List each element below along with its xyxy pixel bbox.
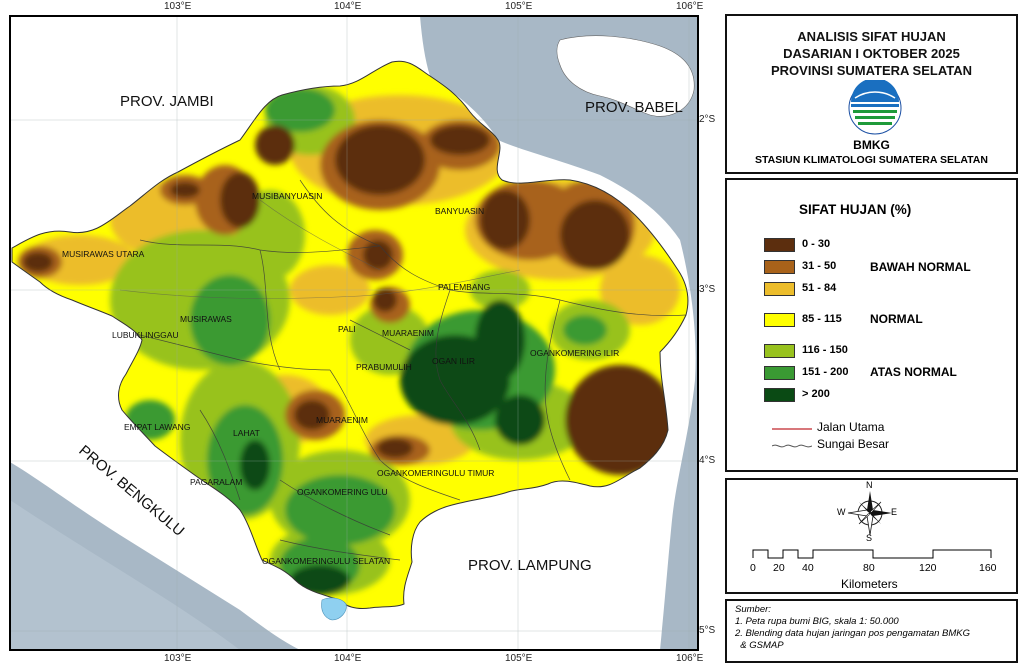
legend-label-51-84: 51 - 84 xyxy=(802,282,837,294)
district-label: LAHAT xyxy=(233,428,260,438)
district-label: OGAN ILIR xyxy=(432,356,475,366)
lon-tick-104-bottom: 104°E xyxy=(334,653,362,664)
legend-swatch-over-200 xyxy=(764,388,795,402)
district-label: MUSIBANYUASIN xyxy=(252,191,322,201)
district-label: EMPAT LAWANG xyxy=(124,422,190,432)
title-panel: ANALISIS SIFAT HUJAN DASARIAN I OKTOBER … xyxy=(725,14,1018,174)
legend-road-label: Jalan Utama xyxy=(817,420,885,434)
scale-tick-120: 120 xyxy=(919,562,937,574)
district-label: MUARAENIM xyxy=(382,328,434,338)
legend-label-31-50: 31 - 50 xyxy=(802,260,837,272)
legend-group-normal: NORMAL xyxy=(870,312,923,326)
district-label: MUARAENIM xyxy=(316,415,368,425)
district-label: LUBUKLINGGAU xyxy=(112,330,179,340)
district-label: OGANKOMERINGULU SELATAN xyxy=(262,556,390,566)
road-line-symbol xyxy=(772,428,812,430)
legend-swatch-0-30 xyxy=(764,238,795,252)
lon-tick-103-top: 103°E xyxy=(164,1,192,12)
label-prov-jambi: PROV. JAMBI xyxy=(120,93,214,110)
bmkg-logo xyxy=(847,78,903,136)
station-name: STASIUN KLIMATOLOGI SUMATERA SELATAN xyxy=(755,154,988,166)
legend-label-116-150: 116 - 150 xyxy=(802,344,848,356)
lat-tick-2: 2°S xyxy=(699,114,716,125)
rainfall-map: PROV. JAMBI PROV. BABEL PROV. LAMPUNG PR… xyxy=(9,15,699,651)
district-label: PALEMBANG xyxy=(438,282,490,292)
lon-tick-104-top: 104°E xyxy=(334,1,362,12)
legend-panel: SIFAT HUJAN (%) 0 - 30 31 - 50 51 - 84 B… xyxy=(725,178,1018,472)
compass-icon xyxy=(847,491,892,536)
compass-s: S xyxy=(866,533,873,543)
map-title-line2: DASARIAN I OKTOBER 2025 xyxy=(783,46,960,61)
legend-label-85-115: 85 - 115 xyxy=(802,313,842,325)
lon-tick-106-top: 106°E xyxy=(676,1,704,12)
district-label: PALI xyxy=(338,324,356,334)
scale-tick-80: 80 xyxy=(863,562,875,574)
source-line-1: 1. Peta rupa bumi BIG, skala 1: 50.000 xyxy=(735,616,899,627)
bmkg-logo-text: BMKG xyxy=(853,138,890,152)
scale-panel: N S W E 0 20 40 80 120 160 Kilometers xyxy=(725,478,1018,594)
lat-tick-4: 4°S xyxy=(699,455,716,466)
district-label: OGANKOMERING ULU xyxy=(297,487,388,497)
legend-label-over-200: > 200 xyxy=(802,388,830,400)
legend-swatch-116-150 xyxy=(764,344,795,358)
map-title-line1: ANALISIS SIFAT HUJAN xyxy=(797,29,946,44)
compass-n: N xyxy=(866,480,873,490)
district-label: PRABUMULIH xyxy=(356,362,412,372)
legend-label-151-200: 151 - 200 xyxy=(802,366,849,378)
legend-group-above-normal: ATAS NORMAL xyxy=(870,365,957,379)
district-label: OGANKOMERINGULU TIMUR xyxy=(377,468,494,478)
compass-e: E xyxy=(891,507,898,517)
lat-tick-5: 5°S xyxy=(699,625,716,636)
legend-group-below-normal: BAWAH NORMAL xyxy=(870,260,971,274)
legend-swatch-31-50 xyxy=(764,260,795,274)
legend-label-0-30: 0 - 30 xyxy=(802,238,831,250)
bmkg-logo-icon xyxy=(848,78,902,135)
lon-tick-105-top: 105°E xyxy=(505,1,533,12)
scale-unit: Kilometers xyxy=(841,577,898,591)
legend-river-label: Sungai Besar xyxy=(817,437,890,451)
district-label: MUSIRAWAS xyxy=(180,314,232,324)
legend-swatch-51-84 xyxy=(764,282,795,296)
scale-tick-40: 40 xyxy=(802,562,814,574)
lon-tick-103-bottom: 103°E xyxy=(164,653,192,664)
lon-tick-106-bottom: 106°E xyxy=(676,653,704,664)
map-area: 103°E 104°E 105°E 106°E 103°E 104°E 105°… xyxy=(9,1,716,664)
district-label: PAGARALAM xyxy=(190,477,242,487)
scale-tick-160: 160 xyxy=(979,562,997,574)
label-prov-lampung: PROV. LAMPUNG xyxy=(468,557,592,574)
scale-tick-0: 0 xyxy=(750,562,756,574)
source-heading: Sumber: xyxy=(735,604,771,615)
district-label: OGANKOMERING ILIR xyxy=(530,348,619,358)
scale-bar xyxy=(752,549,992,559)
river-line-symbol xyxy=(772,444,812,448)
scale-tick-20: 20 xyxy=(773,562,785,574)
district-label: MUSIRAWAS UTARA xyxy=(62,249,145,259)
label-prov-babel: PROV. BABEL xyxy=(585,99,683,116)
source-line-2: 2. Blending data hujan jaringan pos peng… xyxy=(735,628,971,639)
legend-swatch-151-200 xyxy=(764,366,795,380)
legend-swatch-85-115 xyxy=(764,313,795,327)
source-panel: Sumber: 1. Peta rupa bumi BIG, skala 1: … xyxy=(725,599,1018,663)
compass-w: W xyxy=(837,507,846,517)
source-line-3: & GSMAP xyxy=(735,640,784,651)
map-title-line3: PROVINSI SUMATERA SELATAN xyxy=(770,63,973,78)
lon-tick-105-bottom: 105°E xyxy=(505,653,533,664)
district-label: BANYUASIN xyxy=(435,206,484,216)
legend-title: SIFAT HUJAN (%) xyxy=(799,202,912,217)
lat-tick-3: 3°S xyxy=(699,284,716,295)
